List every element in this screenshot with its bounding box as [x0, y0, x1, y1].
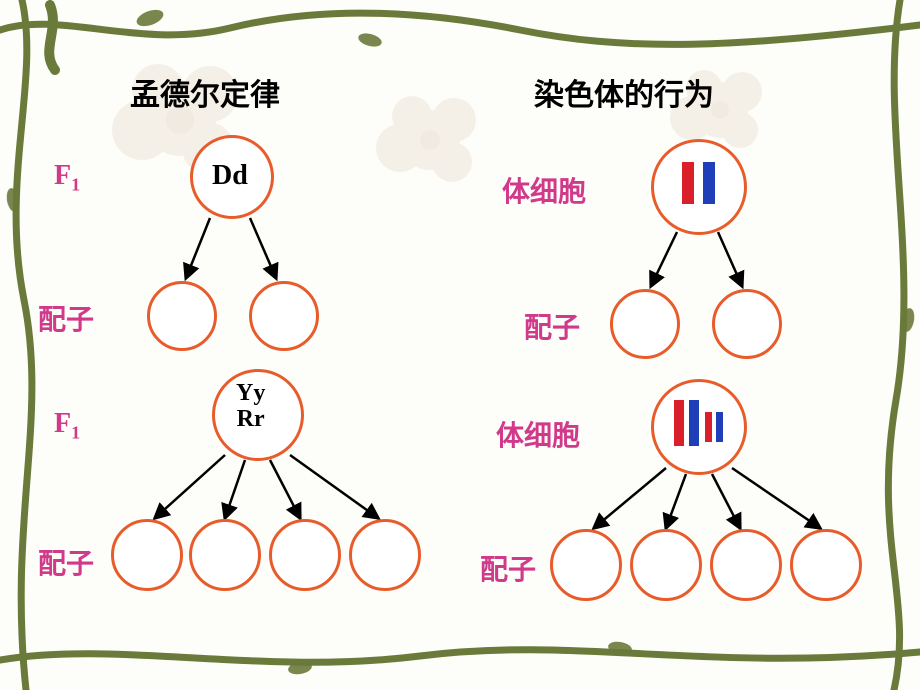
diagram-content: 孟德尔定律 染色体的行为 Dd Yy Rr F1配子F1配子体细胞配子体细胞配子: [0, 0, 920, 690]
label-gamete-right-top: 配子: [524, 306, 580, 346]
genotype-yyrr: Yy Rr: [236, 380, 265, 433]
chrom-bottom-2: [705, 412, 712, 442]
label-somatic-bottom: 体细胞: [496, 414, 580, 454]
heading-right-text: 染色体的行为: [534, 79, 714, 112]
chrom-top-1: [703, 162, 715, 204]
arrow-1: [250, 218, 276, 278]
label-somatic-top: 体细胞: [502, 170, 586, 210]
circle-left-top-gamete-1: [249, 281, 319, 351]
label-f1-bottom: F1: [54, 408, 80, 444]
label-gamete-left-top: 配子: [38, 298, 94, 338]
arrow-10: [712, 474, 740, 528]
arrow-5: [290, 455, 378, 518]
circle-right-bottom-gamete-0: [550, 529, 622, 601]
circle-left-bottom-gamete-3: [349, 519, 421, 591]
genotype-dd-text: Dd: [212, 160, 248, 191]
label-gamete-left-bottom: 配子: [38, 542, 94, 582]
circle-right-bottom-parent: [651, 379, 747, 475]
circle-right-top-gamete-0: [610, 289, 680, 359]
arrow-3: [225, 460, 245, 518]
circle-right-top-parent: [651, 139, 747, 235]
arrow-4: [270, 460, 300, 518]
label-f1-top: F1: [54, 160, 80, 196]
circle-left-top-gamete-0: [147, 281, 217, 351]
genotype-yy: Yy: [236, 380, 265, 406]
arrow-0: [186, 218, 210, 278]
arrow-8: [594, 468, 666, 528]
chrom-bottom-3: [716, 412, 723, 442]
arrow-7: [718, 232, 742, 286]
chrom-top-0: [682, 162, 694, 204]
label-gamete-right-bottom: 配子: [480, 548, 536, 588]
arrow-2: [155, 455, 225, 518]
arrow-9: [666, 474, 686, 528]
circle-right-bottom-gamete-3: [790, 529, 862, 601]
genotype-rr: Rr: [237, 406, 265, 432]
chrom-bottom-1: [689, 400, 699, 446]
circle-left-bottom-gamete-0: [111, 519, 183, 591]
chrom-bottom-0: [674, 400, 684, 446]
genotype-dd: Dd: [212, 160, 248, 192]
circle-right-top-gamete-1: [712, 289, 782, 359]
heading-left-text: 孟德尔定律: [130, 79, 280, 112]
circle-right-bottom-gamete-1: [630, 529, 702, 601]
circle-right-bottom-gamete-2: [710, 529, 782, 601]
circle-left-bottom-gamete-1: [189, 519, 261, 591]
circle-left-bottom-gamete-2: [269, 519, 341, 591]
heading-right: 染色体的行为: [534, 70, 714, 114]
arrow-6: [651, 232, 677, 286]
arrow-11: [732, 468, 820, 528]
heading-left: 孟德尔定律: [130, 70, 280, 114]
